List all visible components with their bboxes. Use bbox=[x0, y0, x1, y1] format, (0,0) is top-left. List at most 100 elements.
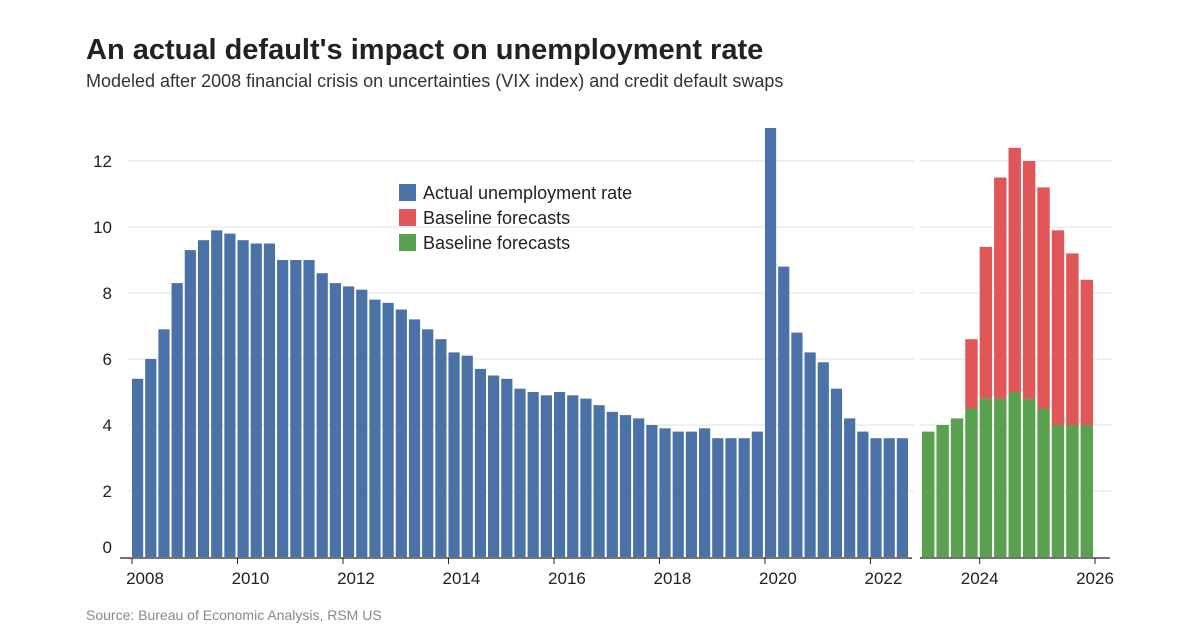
bar-actual bbox=[540, 395, 552, 557]
bar-forecast-green bbox=[994, 398, 1007, 557]
bar-actual bbox=[184, 250, 196, 557]
y-tick-label: 0 bbox=[103, 538, 112, 557]
bar-forecast-green bbox=[1037, 408, 1050, 557]
bar-actual bbox=[830, 388, 843, 557]
bar-actual bbox=[342, 286, 355, 557]
bar-forecast-green bbox=[965, 408, 978, 557]
bar-actual bbox=[791, 332, 803, 557]
legend-swatch bbox=[399, 234, 416, 251]
bar-actual bbox=[712, 438, 724, 557]
y-tick-label: 10 bbox=[93, 218, 112, 237]
bar-actual bbox=[817, 362, 829, 557]
x-tick-label: 2008 bbox=[126, 569, 164, 588]
bar-actual bbox=[211, 230, 223, 558]
bar-actual bbox=[606, 411, 618, 557]
bar-forecast-green bbox=[979, 398, 993, 557]
x-tick-label: 2014 bbox=[443, 569, 481, 588]
bar-actual bbox=[896, 438, 908, 557]
bar-forecast-red bbox=[979, 246, 993, 399]
bar-forecast-green bbox=[1080, 425, 1093, 557]
bar-actual bbox=[764, 128, 777, 557]
bar-actual bbox=[501, 378, 513, 557]
bar-actual bbox=[659, 428, 671, 557]
bar-actual bbox=[580, 398, 592, 557]
bar-actual bbox=[699, 428, 711, 557]
unemployment-bar-chart: 0 2 4 6 8 10 12 2008 2010 2 0 12 2014 2016 2018 2020 20… bbox=[93, 128, 1114, 588]
bar-actual bbox=[250, 243, 262, 557]
bar-actual bbox=[514, 388, 526, 557]
bar-actual bbox=[316, 273, 328, 557]
bar-actual bbox=[197, 240, 210, 557]
legend-label: Baseline forecasts bbox=[423, 233, 570, 253]
bar-forecast-red bbox=[1022, 161, 1036, 399]
bar-actual bbox=[870, 438, 882, 557]
x-tick-label: 2024 bbox=[961, 569, 999, 588]
y-tick-label: 4 bbox=[103, 416, 112, 435]
bar-actual bbox=[751, 431, 763, 557]
bar-actual bbox=[132, 378, 144, 557]
bars bbox=[132, 128, 1093, 558]
bar-actual bbox=[356, 289, 368, 557]
bar-forecast-green bbox=[936, 425, 949, 557]
legend-label: Actual unemployment rate bbox=[423, 183, 632, 203]
bar-actual bbox=[329, 283, 341, 557]
bar-actual bbox=[461, 355, 473, 557]
bar-actual bbox=[778, 266, 790, 557]
y-axis: 0 2 4 6 8 10 12 bbox=[93, 152, 112, 557]
bar-actual bbox=[672, 431, 684, 557]
y-tick-label: 6 bbox=[103, 350, 112, 369]
bar-forecast-red bbox=[1037, 187, 1050, 409]
bar-actual bbox=[725, 438, 737, 557]
legend-swatch bbox=[399, 184, 416, 201]
source-note: Source: Bureau of Economic Analysis, RSM… bbox=[86, 607, 382, 623]
bar-forecast-green bbox=[922, 431, 935, 557]
bar-actual bbox=[303, 260, 315, 557]
chart-title: An actual default's impact on unemployme… bbox=[86, 34, 764, 66]
bar-actual bbox=[593, 405, 605, 557]
bar-actual bbox=[224, 233, 236, 557]
bar-forecast-red bbox=[965, 339, 978, 409]
x-tick-label: 2010 bbox=[232, 569, 270, 588]
bar-actual bbox=[448, 352, 460, 557]
legend-swatch bbox=[399, 209, 416, 226]
x-tick-label: 2016 bbox=[548, 569, 586, 588]
bar-forecast-red bbox=[1008, 147, 1021, 392]
bar-actual bbox=[369, 299, 381, 557]
bar-forecast-green bbox=[950, 418, 964, 557]
bar-actual bbox=[290, 260, 302, 557]
y-tick-label: 12 bbox=[93, 152, 112, 171]
x-tick-label: 2020 bbox=[759, 569, 797, 588]
bar-actual bbox=[619, 415, 632, 557]
bar-forecast-green bbox=[1051, 425, 1065, 557]
bar-actual bbox=[158, 329, 170, 557]
x-tick-label: 2018 bbox=[654, 569, 692, 588]
bar-actual bbox=[738, 438, 750, 557]
bar-actual bbox=[382, 302, 394, 557]
bar-actual bbox=[145, 359, 157, 557]
bar-actual bbox=[488, 375, 500, 557]
y-tick-label: 2 bbox=[103, 482, 112, 501]
bar-actual bbox=[567, 395, 579, 557]
bar-actual bbox=[395, 309, 407, 557]
legend-label: Baseline forecasts bbox=[423, 208, 570, 228]
x-axis: 2008 2010 2012 2014 2016 2018 2020 2022 2024 2026 bbox=[120, 557, 1114, 588]
bar-actual bbox=[263, 243, 276, 557]
x-tick-label: 2022 bbox=[865, 569, 903, 588]
bar-actual bbox=[633, 418, 645, 557]
bar-actual bbox=[527, 392, 539, 557]
bar-actual bbox=[171, 283, 183, 557]
bar-actual bbox=[474, 368, 487, 557]
bar-forecast-red bbox=[1080, 279, 1093, 425]
bar-actual bbox=[237, 240, 249, 557]
bar-actual bbox=[435, 339, 447, 557]
bar-actual bbox=[408, 319, 421, 557]
bar-actual bbox=[883, 438, 895, 557]
bar-forecast-green bbox=[1008, 392, 1021, 557]
x-tick-label: 2026 bbox=[1076, 569, 1114, 588]
bar-actual bbox=[277, 260, 289, 557]
bar-actual bbox=[646, 425, 658, 557]
y-tick-label: 8 bbox=[103, 284, 112, 303]
bar-actual bbox=[844, 418, 856, 557]
bar-actual bbox=[685, 431, 698, 557]
bar-forecast-red bbox=[994, 177, 1007, 399]
